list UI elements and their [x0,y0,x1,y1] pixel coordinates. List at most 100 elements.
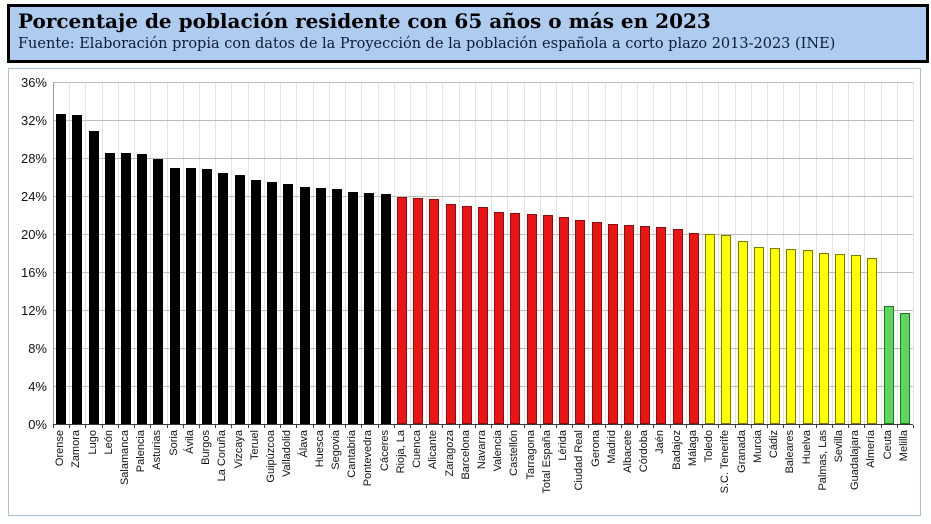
bar-badajoz [672,229,683,424]
category-separator-line [199,82,201,424]
x-axis-tick [831,425,833,428]
bar-guip-zcoa [267,181,278,424]
x-axis-label: León [102,430,115,455]
y-axis-line [53,82,54,424]
category-separator-line [750,82,752,424]
bar-alicante [429,198,440,424]
category-separator-line [718,82,720,424]
x-axis-tick [491,425,493,428]
x-axis-label: Lérida [557,430,570,461]
x-axis-tick [85,425,87,428]
x-axis-tick [572,425,574,428]
y-axis-label: 16% [20,264,47,280]
x-axis-tick [345,425,347,428]
category-separator-line [474,82,476,424]
category-separator-line [653,82,655,424]
x-axis-tick [637,425,639,428]
category-separator-line [766,82,768,424]
bar-s-c-tenerife [721,234,732,424]
plot-area: 0% 4% 8% 12% 16% 20% 24% 28% 32% 36% Orense Zamora L… [9,69,920,515]
bar-huesca [315,188,326,424]
x-axis-label: Orense [54,430,67,467]
category-separator-line [166,82,168,424]
x-axis-label: Cáceres [378,430,391,471]
bar--lava [299,186,310,424]
y-axis-label: 12% [20,302,47,318]
chart-area: 0% 4% 8% 12% 16% 20% 24% 28% 32% 36% Orense Zamora L… [8,68,921,516]
bar-ciudad-real [575,219,586,424]
x-axis-label: Cádiz [768,430,781,459]
x-axis-tick [393,425,395,428]
x-axis-label: Pontevedra [362,430,375,487]
y-axis-label: 0% [28,416,47,432]
y-gridline [53,158,913,159]
category-separator-line [572,82,574,424]
x-axis-tick [231,425,233,428]
category-separator-line [880,82,882,424]
bar-tarragona [526,214,537,424]
x-axis-tick [507,425,509,428]
x-axis-tick [166,425,168,428]
x-axis-tick [702,425,704,428]
category-separator-line [458,82,460,424]
bar-c-rdoba [640,226,651,424]
category-separator-line [69,82,71,424]
x-axis-label: Baleares [784,430,797,474]
y-axis-label: 24% [20,188,47,204]
bar-pontevedra [364,193,375,424]
category-separator-line [783,82,785,424]
category-separator-line [815,82,817,424]
x-axis-label: Teruel [248,430,261,460]
x-axis-tick [134,425,136,428]
category-separator-line [312,82,314,424]
category-separator-line [491,82,493,424]
bar-lugo [88,131,99,424]
x-axis-label: Navarra [476,430,488,470]
x-axis-label: Soria [167,430,180,456]
x-axis-label: Asturias [151,430,164,470]
category-separator-line [345,82,347,424]
category-separator-line [231,82,233,424]
bar-m-laga [688,233,699,424]
x-axis-tick [880,425,882,428]
bar-almer-a [867,257,878,424]
bar-orense [56,114,67,424]
bar-gerona [591,221,602,424]
x-axis-tick [53,425,54,428]
bar-asturias [153,158,164,424]
bar-murcia [753,247,764,424]
x-axis-label: Salamanca [119,430,132,486]
x-axis-tick [215,425,217,428]
category-separator-line [134,82,136,424]
bar-soria [169,167,180,424]
x-axis-tick [848,425,850,428]
x-axis-tick [556,425,558,428]
category-separator-line [685,82,687,424]
x-axis-label: Palmas, Las [816,430,829,491]
category-separator-line [101,82,103,424]
x-axis-label: Valencia [492,430,505,472]
x-axis-label: Zaragoza [443,430,456,477]
category-separator-line [150,82,152,424]
x-axis-tick [750,425,752,428]
y-axis-label: 36% [20,74,47,90]
x-axis-label: Valladolid [281,430,294,477]
x-axis-tick [296,425,298,428]
x-axis-label: Guadalajara [849,430,862,490]
x-axis-label: Jaén [654,430,667,454]
x-axis-tick [604,425,606,428]
x-axis-label: Tarragona [524,430,537,480]
x-axis-tick [312,425,314,428]
y-axis-label: 28% [20,150,47,166]
category-separator-line [361,82,363,424]
x-axis-tick [588,425,590,428]
x-axis-label: Zamora [70,430,83,468]
x-axis-tick [361,425,363,428]
x-axis-label: Rioja, La [394,430,407,474]
x-axis-tick [328,425,330,428]
bar-navarra [478,207,488,424]
bar-palmas-las [818,253,829,424]
bar-cantabria [348,192,359,424]
x-axis-tick [101,425,103,428]
